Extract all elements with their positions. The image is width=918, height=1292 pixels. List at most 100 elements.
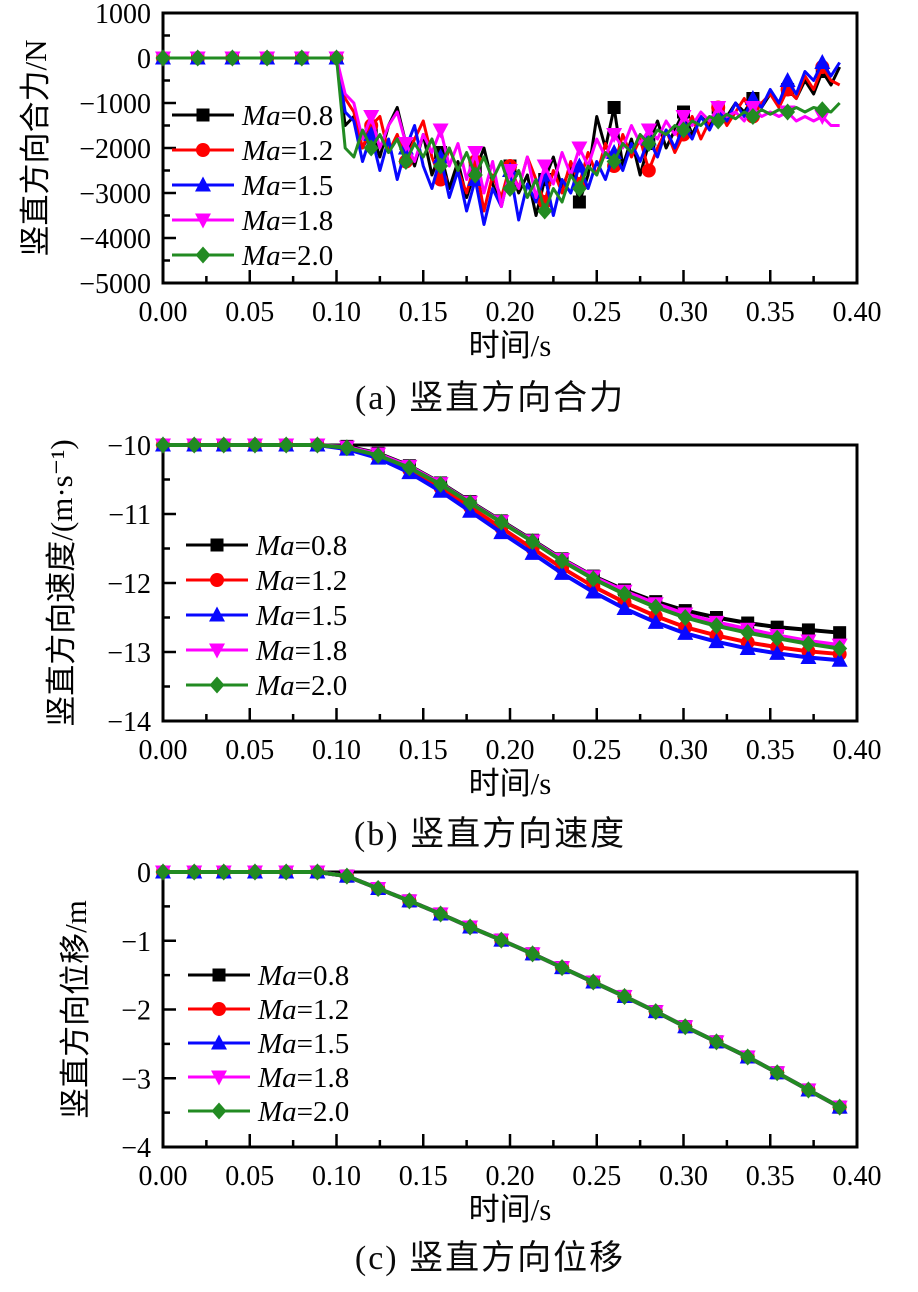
triangle-down-marker	[571, 141, 588, 157]
diamond-marker	[617, 585, 633, 603]
x-tick-label: 0.25	[572, 1161, 621, 1192]
square-marker	[572, 195, 586, 209]
figure-b-legend: Ma=0.8Ma=1.2Ma=1.5Ma=1.8Ma=2.0	[186, 530, 347, 702]
x-tick-label: 0.20	[486, 297, 535, 328]
diamond-marker	[780, 103, 796, 121]
x-tick-label: 0.40	[833, 735, 882, 766]
diamond-marker	[155, 436, 171, 454]
diamond-marker	[370, 446, 386, 464]
legend-entry-Ma=1.5: Ma=1.5	[188, 1028, 349, 1060]
triangle-up-marker	[554, 564, 571, 580]
figure-b-ylabel: 竖直方向速度/(m·s⁻¹)	[44, 439, 79, 726]
triangle-down-marker	[209, 643, 225, 659]
y-tick-label: −4000	[79, 224, 151, 255]
triangle-down-marker	[195, 213, 211, 229]
x-tick-label: 0.35	[746, 735, 795, 766]
series-markers-Ma=2.0	[155, 436, 848, 658]
triangle-up-marker	[800, 649, 817, 665]
diamond-marker	[309, 436, 325, 454]
y-tick-label: 0	[137, 44, 151, 75]
diamond-marker	[467, 166, 483, 184]
legend-entry-Ma=2.0: Ma=2.0	[186, 670, 347, 702]
triangle-up-marker	[647, 613, 664, 629]
figure-a-ylabel: 竖直方向合力/N	[18, 40, 53, 257]
square-marker	[212, 968, 226, 982]
figure-a-xlabel: 时间/s	[469, 328, 552, 363]
x-tick-label: 0.10	[312, 735, 361, 766]
legend-label: Ma=2.0	[257, 1096, 349, 1128]
diamond-marker	[195, 246, 211, 264]
y-tick-label: −2000	[79, 134, 151, 165]
legend-entry-Ma=1.8: Ma=1.8	[172, 205, 333, 237]
square-marker	[196, 108, 210, 122]
square-marker	[801, 623, 815, 637]
triangle-up-marker	[585, 583, 602, 599]
y-tick-label: 0	[137, 858, 151, 889]
diamond-marker	[462, 918, 478, 936]
y-tick-label: −11	[108, 500, 151, 531]
triangle-up-marker	[524, 544, 541, 560]
diamond-marker	[247, 863, 263, 881]
diamond-marker	[769, 629, 785, 647]
x-tick-label: 0.40	[833, 1161, 882, 1192]
figure-c-plot: 0.00 0.05 0.10 0.15 0.20 0.25 0.30 0.35 0.40 0 −1 −…	[58, 858, 882, 1227]
legend-entry-Ma=1.5: Ma=1.5	[186, 600, 347, 632]
diamond-marker	[493, 931, 509, 949]
y-tick-label: −10	[107, 431, 151, 462]
caption-figure-a: (a) 竖直方向合力	[354, 380, 626, 417]
diamond-marker	[710, 112, 726, 130]
x-tick-label: 0.10	[312, 1161, 361, 1192]
diamond-marker	[329, 49, 344, 67]
legend-label: Ma=0.8	[255, 530, 347, 562]
x-tick-label: 0.05	[225, 735, 274, 766]
triangle-down-marker	[363, 110, 380, 125]
x-tick-label: 0.25	[572, 297, 621, 328]
diamond-marker	[278, 436, 294, 454]
diamond-marker	[209, 676, 225, 694]
x-tick-label: 0.00	[139, 1161, 188, 1192]
figure-c-axes	[161, 870, 859, 1149]
triangle-down-marker	[640, 123, 657, 139]
x-tick-label: 0.35	[746, 297, 795, 328]
legend-entry-Ma=1.2: Ma=1.2	[186, 565, 347, 597]
diamond-marker	[401, 892, 417, 910]
y-tick-label: 1000	[95, 0, 151, 30]
diamond-marker	[339, 439, 355, 457]
triangle-down-marker	[211, 1070, 227, 1086]
triangle-up-marker	[779, 72, 796, 87]
triangle-up-marker	[831, 651, 848, 667]
triangle-down-marker	[397, 137, 414, 152]
figure-c-ylabel: 竖直方向位移/m	[58, 900, 93, 1119]
legend-label: Ma=1.5	[241, 170, 333, 202]
diamond-marker	[641, 135, 657, 152]
figure-a-tick-labels: 0.00 0.05 0.10 0.15 0.20 0.25 0.30 0.35 0.40 1000…	[79, 0, 881, 328]
diamond-marker	[677, 1018, 693, 1036]
x-tick-label: 0.05	[225, 1161, 274, 1192]
diamond-marker	[800, 1081, 816, 1099]
y-tick-label: −4	[121, 1133, 151, 1164]
x-tick-label: 0.35	[746, 1161, 795, 1192]
legend-entry-Ma=1.2: Ma=1.2	[188, 994, 349, 1026]
series-line-Ma=2.0	[163, 56, 841, 213]
diamond-marker	[571, 180, 587, 197]
x-tick-label: 0.15	[399, 297, 448, 328]
triangle-up-marker	[616, 600, 633, 616]
square-marker	[210, 538, 224, 552]
legend-label: Ma=1.2	[257, 994, 349, 1026]
triangle-down-marker	[675, 110, 692, 125]
diamond-marker	[585, 973, 601, 991]
diamond-marker	[294, 49, 310, 67]
triangle-up-marker	[493, 524, 510, 540]
diamond-marker	[525, 945, 541, 963]
caption-figure-c: (c) 竖直方向位移	[354, 1240, 626, 1277]
legend-label: Ma=1.5	[255, 600, 347, 632]
diamond-marker	[401, 459, 417, 477]
x-tick-label: 0.20	[486, 1161, 535, 1192]
triangle-down-marker	[536, 159, 553, 175]
diamond-marker	[339, 867, 355, 885]
triangle-up-marker	[195, 176, 211, 192]
diamond-marker	[190, 49, 206, 67]
diamond-marker	[832, 1098, 848, 1116]
